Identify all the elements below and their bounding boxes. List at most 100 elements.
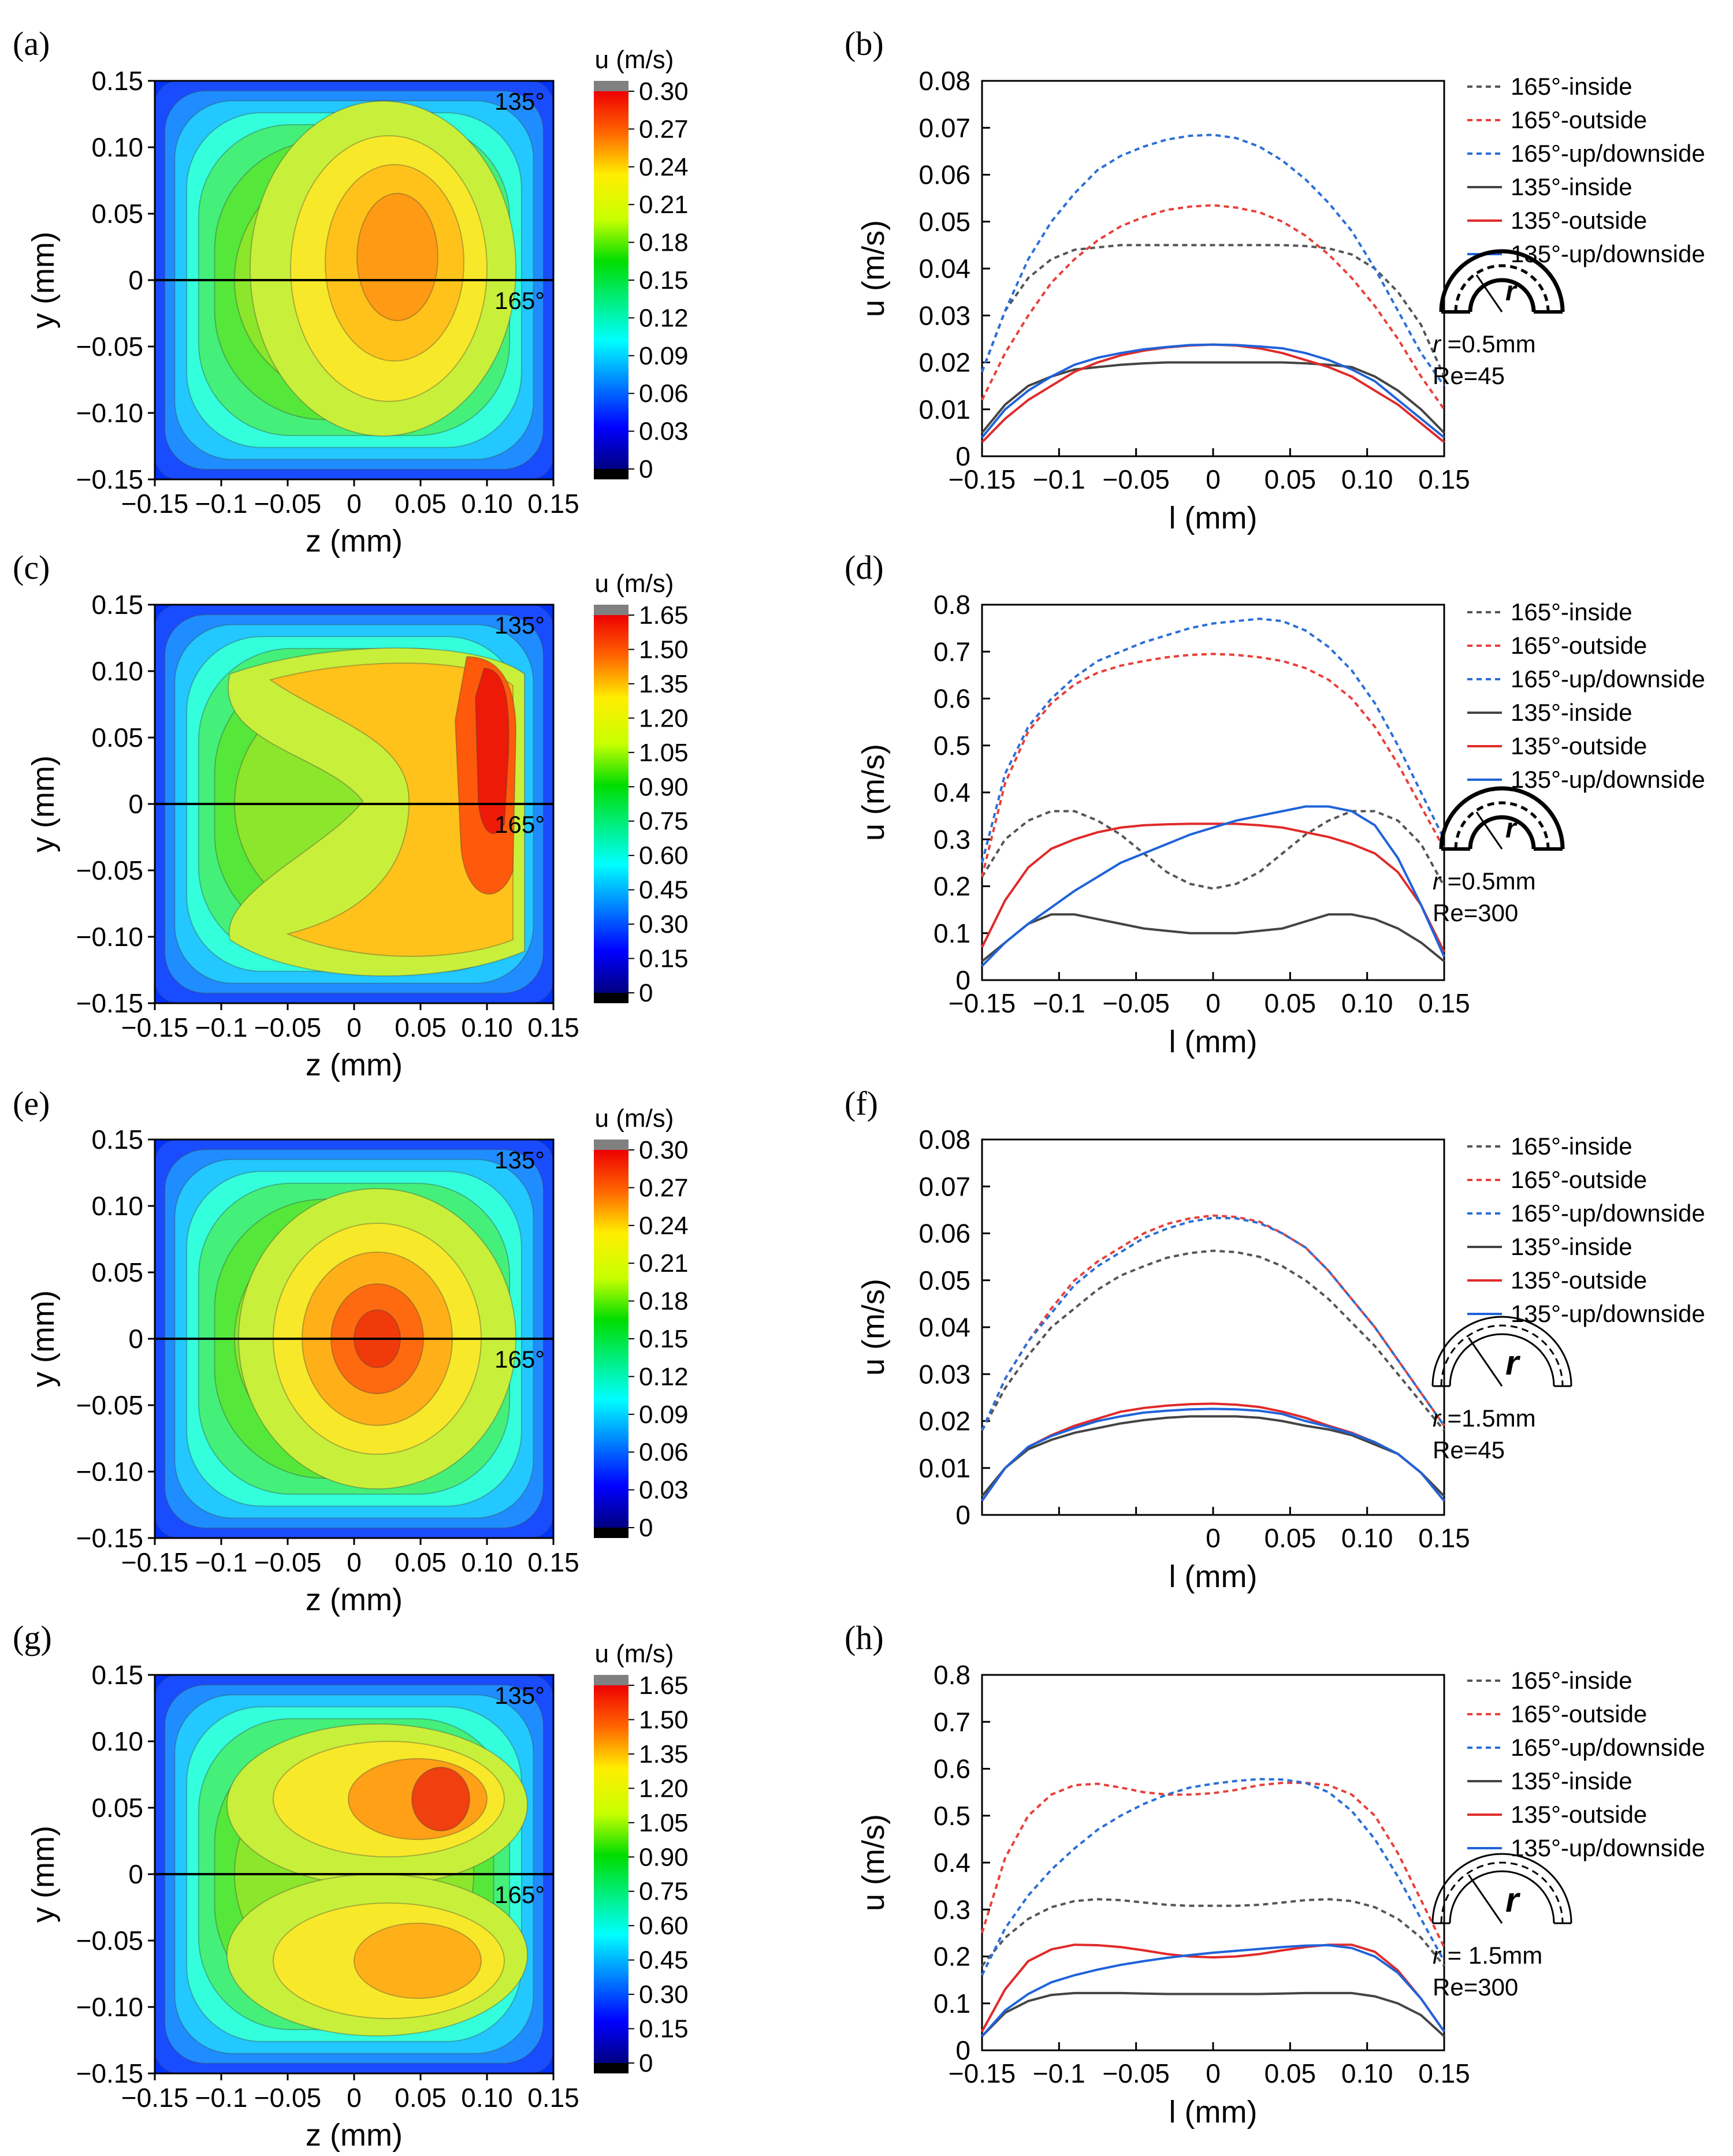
panel-label: (e) — [13, 1085, 50, 1122]
colorbar-tick-label: 0.30 — [639, 910, 689, 939]
bend-inner-wall — [1449, 1870, 1555, 1924]
y-tick-label: −0.05 — [76, 332, 143, 362]
y-tick-label: 0.03 — [918, 300, 970, 330]
x-tick-label: 0.05 — [1265, 988, 1317, 1018]
y-tick-label: 0.15 — [91, 1124, 143, 1155]
line-chart-2: (f) 0 0.01 0.02 0.03 0.04 0.05 0.06 0.07 0.08 0 0.0… — [845, 1085, 1705, 1594]
bend-outer-wall — [1431, 1853, 1572, 1924]
legend-entry: 165°-outside — [1511, 1700, 1647, 1727]
panel-label: (h) — [845, 1619, 884, 1656]
radius-symbol: r — [1505, 1343, 1521, 1382]
y-tick-label: 0.07 — [918, 1171, 970, 1201]
legend-entry: 135°-inside — [1511, 173, 1632, 200]
y-axis-label: u (m/s) — [856, 744, 891, 841]
x-tick-label: 0.15 — [527, 2083, 579, 2113]
panel-label: (g) — [13, 1619, 52, 1656]
x-tick-label: 0.10 — [461, 2083, 513, 2113]
legend-entry: 135°-outside — [1511, 207, 1647, 234]
colorbar-tick-label: 1.20 — [639, 704, 689, 732]
radius-note-value: = 1.5mm — [1441, 1942, 1542, 1969]
line-chart-3: (h) 0 0.1 0.2 0.3 0.4 0.5 0.6 0.7 0.8 −0.15 −0.1 −0.… — [845, 1619, 1705, 2129]
colorbar-overflow — [594, 1140, 629, 1150]
colorbar-tick-label: 1.50 — [639, 1706, 689, 1734]
colorbar-underflow — [594, 2063, 629, 2073]
colorbar-tick-label: 0.09 — [639, 1401, 689, 1429]
radius-line — [1475, 811, 1503, 850]
x-tick-label: −0.15 — [121, 1012, 188, 1042]
radius-symbol: r — [1505, 276, 1518, 307]
radius-line — [1468, 1874, 1503, 1924]
x-tick-label: 0.15 — [1418, 988, 1470, 1018]
x-tick-label: −0.05 — [1102, 988, 1169, 1018]
colorbar-tick-label: 1.05 — [639, 739, 689, 767]
legend-entry: 135°-inside — [1511, 699, 1632, 726]
x-tick-label: 0.10 — [1341, 464, 1393, 494]
x-axis-label: l (mm) — [1169, 1025, 1258, 1059]
x-tick-label: 0.05 — [1265, 2058, 1317, 2088]
radius-line — [1475, 274, 1503, 312]
legend-entry: 165°-outside — [1511, 632, 1647, 659]
x-tick-label: 0 — [1206, 1523, 1221, 1553]
y-tick-label: 0 — [128, 1859, 143, 1889]
colorbar-tick-label: 0.60 — [639, 1912, 689, 1940]
contour-core — [474, 667, 510, 835]
bend-outer-wall — [1431, 1316, 1572, 1387]
radius-note: r =1.5mm — [1433, 1405, 1536, 1432]
colorbar-tick-label: 1.35 — [639, 1740, 689, 1768]
line-chart-0: (b) 0 0.01 0.02 0.03 0.04 0.05 0.06 0.07 0.08 −0.1… — [845, 25, 1705, 535]
x-axis-label: z (mm) — [306, 2118, 403, 2153]
x-tick-label: −0.15 — [949, 2058, 1016, 2088]
panel-label: (d) — [845, 549, 884, 586]
colorbar-tick-label: 0.45 — [639, 1946, 689, 1975]
colorbar-tick-label: 0.03 — [639, 1476, 689, 1505]
annotation-135: 135° — [494, 88, 545, 115]
series-line — [981, 1943, 1445, 2037]
y-tick-label: 0.03 — [918, 1359, 970, 1389]
y-tick-label: 0.05 — [91, 723, 143, 753]
colorbar-tick-label: 0.15 — [639, 2015, 689, 2043]
colorbar-tick-label: 0.21 — [639, 191, 689, 219]
x-tick-label: 0.15 — [527, 1547, 579, 1577]
legend-entry: 165°-outside — [1511, 106, 1647, 133]
y-axis-label: y (mm) — [26, 1290, 61, 1387]
series-line — [981, 1214, 1445, 1431]
colorbar-title: u (m/s) — [595, 1640, 674, 1668]
x-tick-label: 0 — [1206, 988, 1221, 1018]
x-tick-label: −0.1 — [195, 489, 248, 519]
series-line — [981, 244, 1445, 377]
y-tick-label: 0.05 — [91, 1257, 143, 1287]
plot-frame — [981, 604, 1445, 981]
x-tick-label: 0 — [1206, 464, 1221, 494]
series-line — [981, 617, 1445, 863]
x-tick-label: 0.15 — [527, 1012, 579, 1042]
bend-schematic: r — [1431, 1853, 1572, 1924]
y-tick-label: 0.06 — [918, 160, 970, 190]
y-tick-label: 0.05 — [91, 1793, 143, 1823]
y-tick-label: −0.05 — [76, 1926, 143, 1956]
x-axis-label: z (mm) — [306, 524, 403, 558]
x-tick-label: 0.15 — [1418, 2058, 1470, 2088]
bend-centerline — [1454, 264, 1550, 312]
y-tick-label: 0.01 — [918, 394, 970, 425]
y-tick-label: 0.02 — [918, 1406, 970, 1436]
colorbar-overflow — [594, 1675, 629, 1685]
colorbar-underflow — [594, 1528, 629, 1538]
colorbar-tick-label: 1.65 — [639, 601, 689, 630]
radius-note-r: r — [1433, 1942, 1442, 1969]
series-line — [981, 1943, 1445, 2032]
x-tick-label: 0 — [347, 1012, 362, 1042]
y-tick-label: 0 — [128, 265, 143, 295]
y-tick-label: −0.15 — [76, 464, 143, 494]
colorbar-tick-label: 0 — [639, 979, 653, 1007]
bend-inner-wall — [1449, 1333, 1555, 1387]
y-tick-label: 0.07 — [918, 113, 970, 143]
series-line — [981, 343, 1445, 439]
colorbar-tick-label: 0.12 — [639, 1362, 689, 1391]
legend-entry: 135°-up/downside — [1511, 1300, 1705, 1327]
x-tick-label: 0.05 — [395, 1012, 447, 1042]
colorbar-gradient — [594, 91, 629, 469]
x-axis-label: l (mm) — [1169, 2095, 1258, 2129]
heatmap-panel-2: (e)135°165°−0.15 −0.1 −0.05 0 0.05 0.10 0.150.… — [13, 1085, 689, 1617]
panel-label: (a) — [13, 25, 50, 62]
annotation-165: 165° — [494, 287, 545, 314]
